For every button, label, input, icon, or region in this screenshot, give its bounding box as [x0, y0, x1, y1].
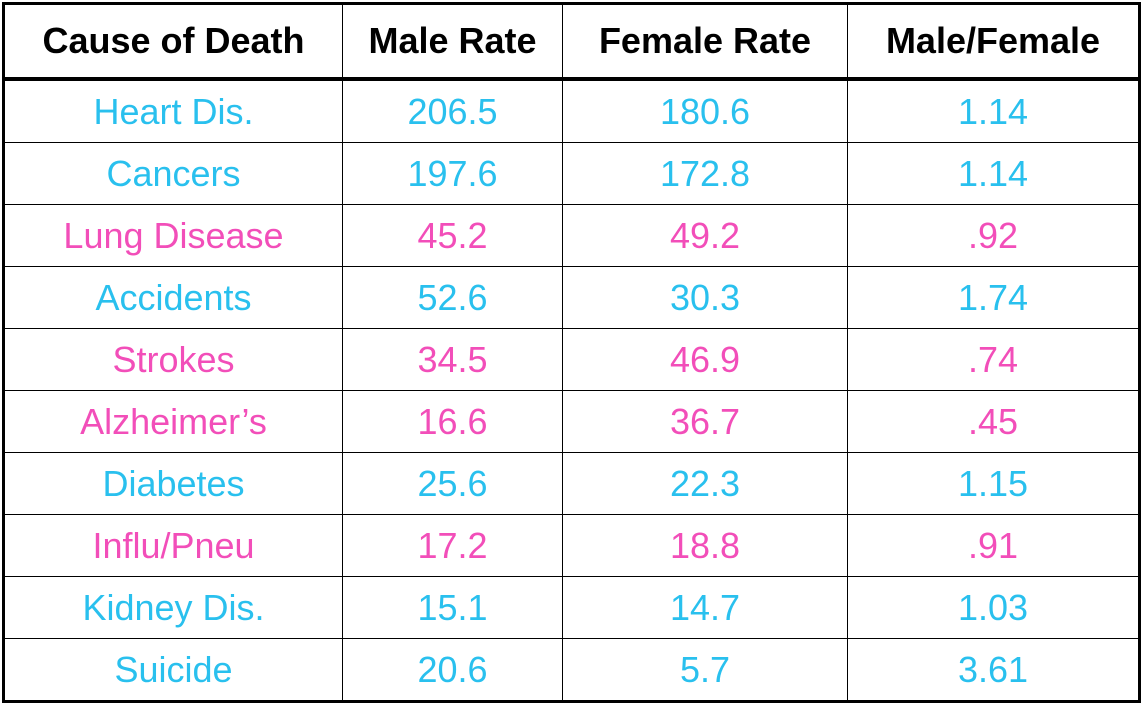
cell-cause: Influ/Pneu — [3, 514, 343, 577]
cell-male-rate: 206.5 — [342, 78, 563, 143]
cell-male-rate: 25.6 — [342, 452, 563, 515]
cell-male-female-ratio: .74 — [847, 328, 1140, 391]
table-row: Influ/Pneu 17.2 18.8.91 — [3, 514, 1140, 577]
cell-male-female-ratio: 1.14 — [847, 142, 1140, 205]
table-row: Alzheimer’s 16.6 36.7.45 — [3, 390, 1140, 453]
cell-male-female-ratio: 1.74 — [847, 266, 1140, 329]
cell-male-female-ratio: .92 — [847, 204, 1140, 267]
header-male-female-ratio: Male/Female — [847, 3, 1140, 81]
cell-cause: Heart Dis. — [3, 78, 343, 143]
cell-female-rate: 36.7 — [562, 390, 848, 453]
cell-female-rate: 30.3 — [562, 266, 848, 329]
cell-male-rate: 20.6 — [342, 638, 563, 702]
cell-male-rate: 52.6 — [342, 266, 563, 329]
cell-cause: Suicide — [3, 638, 343, 702]
table-row: Cancers 197.6 172.8 1.14 — [3, 142, 1140, 205]
cell-male-rate: 16.6 — [342, 390, 563, 453]
cell-male-female-ratio: .91 — [847, 514, 1140, 577]
cell-male-female-ratio: .45 — [847, 390, 1140, 453]
cell-male-female-ratio: 1.03 — [847, 576, 1140, 639]
cell-male-rate: 17.2 — [342, 514, 563, 577]
header-female-rate: Female Rate — [562, 3, 848, 81]
cell-male-rate: 34.5 — [342, 328, 563, 391]
cell-cause: Lung Disease — [3, 204, 343, 267]
cell-female-rate: 180.6 — [562, 78, 848, 143]
cell-male-rate: 45.2 — [342, 204, 563, 267]
table-row: Strokes 34.5 46.9.74 — [3, 328, 1140, 391]
cell-cause: Cancers — [3, 142, 343, 205]
header-row: Cause of Death Male Rate Female Rate Mal… — [3, 3, 1140, 81]
table-row: Diabetes 25.6 22.3 1.15 — [3, 452, 1140, 515]
cell-female-rate: 172.8 — [562, 142, 848, 205]
table-row: Kidney Dis. 15.1 14.7 1.03 — [3, 576, 1140, 639]
header-cause-of-death: Cause of Death — [3, 3, 343, 81]
table-row: Lung Disease 45.2 49.2.92 — [3, 204, 1140, 267]
cell-cause: Alzheimer’s — [3, 390, 343, 453]
cell-cause: Strokes — [3, 328, 343, 391]
table-body: Heart Dis. 206.5 180.6 1.14 Cancers 197.6 172.… — [3, 78, 1140, 702]
cell-female-rate: 46.9 — [562, 328, 848, 391]
cell-female-rate: 49.2 — [562, 204, 848, 267]
cell-female-rate: 5.7 — [562, 638, 848, 702]
table-row: Accidents 52.6 30.3 1.74 — [3, 266, 1140, 329]
cell-cause: Accidents — [3, 266, 343, 329]
cell-female-rate: 22.3 — [562, 452, 848, 515]
cell-cause: Diabetes — [3, 452, 343, 515]
cell-female-rate: 18.8 — [562, 514, 848, 577]
cell-female-rate: 14.7 — [562, 576, 848, 639]
cell-male-female-ratio: 1.14 — [847, 78, 1140, 143]
cell-male-female-ratio: 3.61 — [847, 638, 1140, 702]
cell-male-rate: 197.6 — [342, 142, 563, 205]
table-header: Cause of Death Male Rate Female Rate Mal… — [3, 3, 1140, 81]
table-row: Suicide 20.6 5.7 3.61 — [3, 638, 1140, 702]
cell-male-female-ratio: 1.15 — [847, 452, 1140, 515]
header-male-rate: Male Rate — [342, 3, 563, 81]
table-row: Heart Dis. 206.5 180.6 1.14 — [3, 78, 1140, 143]
cell-male-rate: 15.1 — [342, 576, 563, 639]
cell-cause: Kidney Dis. — [3, 576, 343, 639]
